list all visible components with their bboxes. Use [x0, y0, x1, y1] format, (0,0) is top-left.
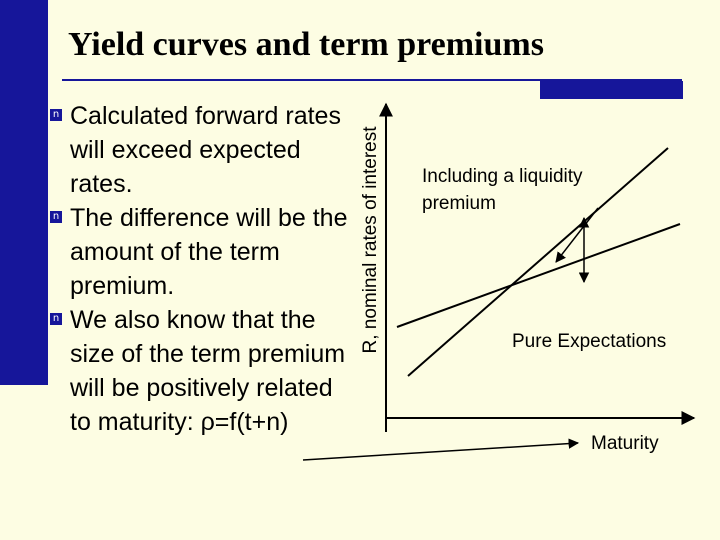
title-rule [62, 79, 682, 81]
sidebar-bar [0, 0, 48, 385]
slide-title: Yield curves and term premiums [68, 26, 544, 63]
pure-expectations-label: Pure Expectations [512, 331, 667, 352]
liquidity-premium-label: Including a liquidity premium [422, 166, 583, 214]
pure-expectations-curve [396, 223, 681, 328]
maturity-pointer [302, 438, 580, 461]
bullet-text: The difference will be the amount of the… [70, 204, 348, 300]
bullet-square-icon: n [50, 109, 62, 121]
bullet-item: n We also know that the size of the term… [44, 303, 354, 439]
liquidity-premium-curve [407, 147, 669, 377]
liquidity-label-pointer [555, 207, 599, 263]
bullet-square-icon: n [50, 313, 62, 325]
bullet-text: We also know that the size of the term p… [70, 306, 346, 436]
bullet-text: Calculated forward rates will exceed exp… [70, 102, 341, 198]
bullet-square-icon: n [50, 211, 62, 223]
bullet-list: n Calculated forward rates will exceed e… [44, 99, 354, 439]
bullet-item: n Calculated forward rates will exceed e… [44, 99, 354, 201]
x-axis-label: Maturity [591, 433, 659, 454]
corner-bar [540, 81, 683, 99]
y-axis-label: R, nominal rates of interest [360, 126, 381, 354]
bullet-item: n The difference will be the amount of t… [44, 201, 354, 303]
